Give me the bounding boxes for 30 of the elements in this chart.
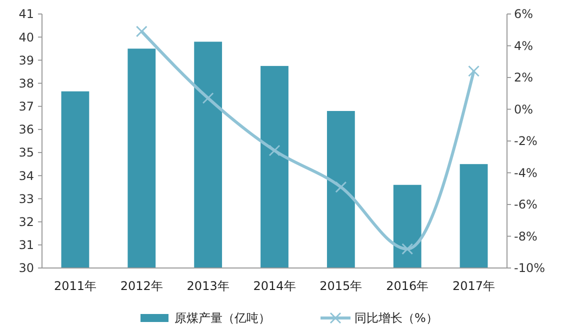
legend-label: 同比增长（%） (354, 311, 438, 326)
x-tick-label: 2015年 (320, 279, 362, 293)
y2-tick-label: 0% (514, 102, 534, 116)
y-tick-label: 34 (18, 168, 34, 183)
y2-tick-label: -10% (514, 261, 546, 276)
y2-tick-label: 2% (514, 70, 534, 85)
x-tick-label: 2016年 (386, 279, 429, 293)
y-tick-label: 41 (18, 7, 34, 22)
legend-label: 原煤产量（亿吨） (174, 311, 270, 326)
y-tick-label: 32 (18, 215, 34, 230)
y2-tick-label: -2% (514, 134, 538, 148)
y-tick-label: 30 (18, 261, 34, 276)
y-tick-label: 36 (18, 122, 34, 137)
y-tick-label: 38 (18, 76, 34, 90)
y2-tick-label: -8% (514, 229, 538, 244)
x-tick-label: 2014年 (253, 279, 296, 293)
y-tick-label: 35 (18, 146, 34, 160)
y-tick-label: 31 (18, 238, 34, 252)
y2-tick-label: 6% (514, 7, 534, 22)
y2-tick-label: -4% (514, 166, 538, 180)
y-tick-label: 39 (18, 53, 34, 68)
x-tick-label: 2012年 (120, 279, 163, 293)
x-tick-label: 2011年 (54, 279, 96, 293)
x-tick-label: 2013年 (186, 279, 230, 293)
y2-tick-label: 4% (514, 38, 534, 53)
x-tick-label: 2017年 (452, 279, 496, 293)
y-tick-label: 33 (18, 192, 34, 206)
y-tick-label: 40 (18, 30, 34, 44)
y2-tick-label: -6% (514, 198, 538, 212)
y-tick-label: 37 (18, 100, 34, 114)
